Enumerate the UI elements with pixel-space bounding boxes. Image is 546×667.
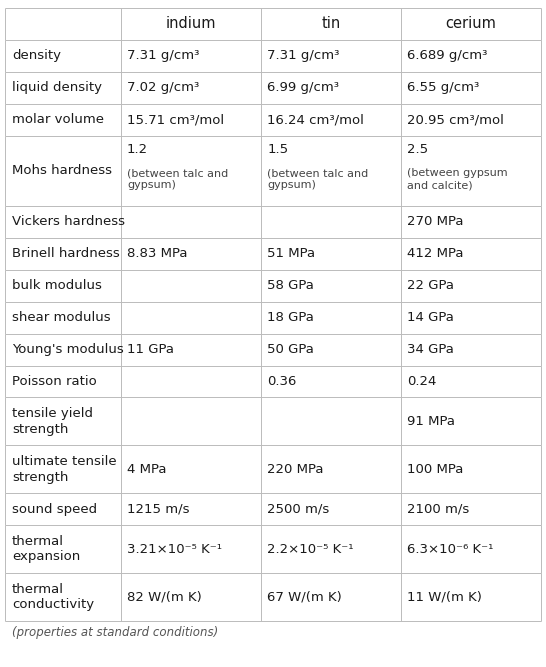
Text: 22 GPa: 22 GPa [407, 279, 454, 292]
Text: 0.36: 0.36 [267, 375, 296, 388]
Text: ultimate tensile
strength: ultimate tensile strength [12, 455, 117, 484]
Text: (between gypsum
and calcite): (between gypsum and calcite) [407, 168, 508, 190]
Text: 7.31 g/cm³: 7.31 g/cm³ [267, 49, 340, 63]
Text: 2.5: 2.5 [407, 143, 429, 156]
Text: 220 MPa: 220 MPa [267, 463, 324, 476]
Text: 82 W/(m K): 82 W/(m K) [127, 590, 202, 604]
Text: 7.02 g/cm³: 7.02 g/cm³ [127, 81, 199, 94]
Text: 7.31 g/cm³: 7.31 g/cm³ [127, 49, 199, 63]
Text: Poisson ratio: Poisson ratio [12, 375, 97, 388]
Text: 2500 m/s: 2500 m/s [267, 503, 329, 516]
Text: 1.5: 1.5 [267, 143, 288, 156]
Text: Young's modulus: Young's modulus [12, 343, 124, 356]
Text: 15.71 cm³/mol: 15.71 cm³/mol [127, 113, 224, 126]
Text: bulk modulus: bulk modulus [12, 279, 102, 292]
Text: (between talc and
gypsum): (between talc and gypsum) [127, 168, 228, 190]
Text: 2100 m/s: 2100 m/s [407, 503, 470, 516]
Text: 1.2: 1.2 [127, 143, 148, 156]
Text: 58 GPa: 58 GPa [267, 279, 314, 292]
Text: indium: indium [165, 17, 216, 31]
Text: 16.24 cm³/mol: 16.24 cm³/mol [267, 113, 364, 126]
Text: 67 W/(m K): 67 W/(m K) [267, 590, 342, 604]
Text: 2.2×10⁻⁵ K⁻¹: 2.2×10⁻⁵ K⁻¹ [267, 543, 354, 556]
Text: tensile yield
strength: tensile yield strength [12, 407, 93, 436]
Text: shear modulus: shear modulus [12, 311, 111, 324]
Text: 412 MPa: 412 MPa [407, 247, 464, 260]
Text: thermal
expansion: thermal expansion [12, 535, 80, 564]
Text: molar volume: molar volume [12, 113, 104, 126]
Text: 11 W/(m K): 11 W/(m K) [407, 590, 482, 604]
Text: 6.689 g/cm³: 6.689 g/cm³ [407, 49, 488, 63]
Text: 6.99 g/cm³: 6.99 g/cm³ [267, 81, 339, 94]
Text: liquid density: liquid density [12, 81, 102, 94]
Text: (between talc and
gypsum): (between talc and gypsum) [267, 168, 369, 190]
Text: cerium: cerium [446, 17, 496, 31]
Text: Mohs hardness: Mohs hardness [12, 164, 112, 177]
Text: 8.83 MPa: 8.83 MPa [127, 247, 188, 260]
Text: 3.21×10⁻⁵ K⁻¹: 3.21×10⁻⁵ K⁻¹ [127, 543, 222, 556]
Text: 11 GPa: 11 GPa [127, 343, 174, 356]
Text: 18 GPa: 18 GPa [267, 311, 314, 324]
Text: 34 GPa: 34 GPa [407, 343, 454, 356]
Text: Vickers hardness: Vickers hardness [12, 215, 125, 228]
Text: 20.95 cm³/mol: 20.95 cm³/mol [407, 113, 505, 126]
Text: 91 MPa: 91 MPa [407, 415, 455, 428]
Text: 50 GPa: 50 GPa [267, 343, 314, 356]
Text: 1215 m/s: 1215 m/s [127, 503, 189, 516]
Text: sound speed: sound speed [12, 503, 97, 516]
Text: 0.24: 0.24 [407, 375, 437, 388]
Text: density: density [12, 49, 61, 63]
Text: (properties at standard conditions): (properties at standard conditions) [12, 626, 218, 639]
Text: 100 MPa: 100 MPa [407, 463, 464, 476]
Text: 6.55 g/cm³: 6.55 g/cm³ [407, 81, 480, 94]
Text: tin: tin [321, 17, 340, 31]
Text: 14 GPa: 14 GPa [407, 311, 454, 324]
Text: thermal
conductivity: thermal conductivity [12, 583, 94, 611]
Text: Brinell hardness: Brinell hardness [12, 247, 120, 260]
Text: 4 MPa: 4 MPa [127, 463, 167, 476]
Text: 6.3×10⁻⁶ K⁻¹: 6.3×10⁻⁶ K⁻¹ [407, 543, 494, 556]
Text: 51 MPa: 51 MPa [267, 247, 316, 260]
Text: 270 MPa: 270 MPa [407, 215, 464, 228]
